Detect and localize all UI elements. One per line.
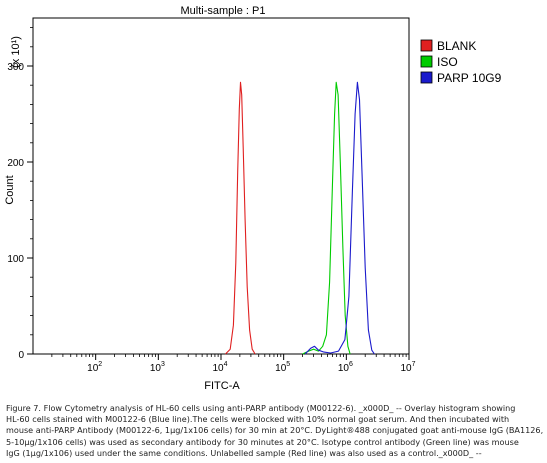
y-tick-label: 0 [18,350,24,361]
x-tick-label: 106 [338,361,353,374]
legend: BLANK ISO PARP 10G9 [420,39,502,85]
flow-histogram-chart: 102 103 104 105 106 107 0 100 200 300 Multi-samp… [4,5,502,392]
y-tick-label: 200 [7,158,24,169]
caption-line: 5-10μg/1x106 cells) was used as secondar… [6,436,519,447]
legend-swatch-parp [420,71,433,84]
series-line-1 [302,81,351,355]
x-axis-label: FITC-A [204,380,240,392]
y-multiplier: (x 10¹) [10,36,22,68]
caption-line: HL-60 cells stained with M00122-6 (Blue … [6,414,510,425]
legend-swatch-iso [420,55,433,68]
caption-line: IgG (1μg/1x106) used under the same cond… [6,447,482,458]
legend-label-iso: ISO [437,55,458,69]
y-tick-label: 100 [7,254,24,265]
y-tick-label: 300 [7,62,24,73]
legend-swatch-blank [420,39,433,52]
chart-title: Multi-sample : P1 [181,5,266,17]
caption-line: mouse anti-PARP Antibody (M00122-6, 1μg/… [6,425,544,436]
legend-label-blank: BLANK [437,39,476,53]
series-line-2 [304,81,375,355]
x-tick-label: 102 [87,361,102,374]
legend-label-parp: PARP 10G9 [437,71,502,85]
series-line-0 [225,81,256,355]
x-tick-label: 103 [150,361,165,374]
figure-caption: Figure 7. Flow Cytometry analysis of HL-… [6,403,544,459]
caption-line: Figure 7. Flow Cytometry analysis of HL-… [6,403,516,413]
x-tick-label: 105 [275,361,290,374]
x-tick-label: 104 [212,361,227,374]
y-axis-label: Count [4,175,16,204]
x-tick-label: 107 [400,361,415,374]
